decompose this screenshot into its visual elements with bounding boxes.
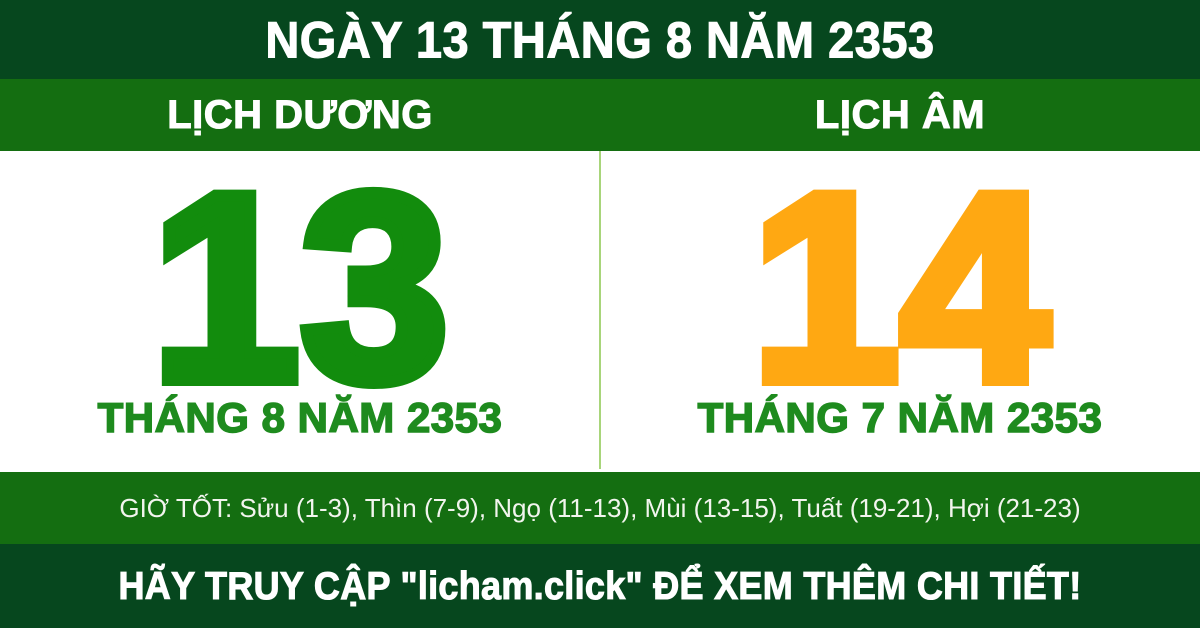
lunar-panel: 14 THÁNG 7 NĂM 2353 [600,137,1200,472]
lunar-calendar-header: LỊCH ÂM [600,79,1200,151]
good-hours-text: GIỜ TỐT: Sửu (1-3), Thìn (7-9), Ngọ (11-… [119,492,1081,523]
lunar-day-number: 14 [745,137,1055,437]
good-hours-bar: GIỜ TỐT: Sửu (1-3), Thìn (7-9), Ngọ (11-… [0,472,1200,544]
panel-divider [599,151,601,469]
lunar-calendar-label: LỊCH ÂM [814,92,986,137]
footer-bar: HÃY TRUY CẬP "licham.click" ĐỂ XEM THÊM … [0,544,1200,628]
solar-panel: 13 THÁNG 8 NĂM 2353 [0,137,600,472]
footer-cta-text: HÃY TRUY CẬP "licham.click" ĐỂ XEM THÊM … [118,563,1082,608]
page-title: NGÀY 13 THÁNG 8 NĂM 2353 [265,10,935,69]
calendar-type-header-row: LỊCH DƯƠNG LỊCH ÂM [0,79,1200,151]
solar-month-year: THÁNG 8 NĂM 2353 [97,393,503,442]
solar-day-number: 13 [145,137,455,437]
date-header-bar: NGÀY 13 THÁNG 8 NĂM 2353 [0,0,1200,79]
solar-calendar-label: LỊCH DƯƠNG [167,92,433,137]
solar-calendar-header: LỊCH DƯƠNG [0,79,600,151]
calendar-panels: 13 THÁNG 8 NĂM 2353 14 THÁNG 7 NĂM 2353 [0,137,1200,472]
lunar-month-year: THÁNG 7 NĂM 2353 [697,393,1103,442]
